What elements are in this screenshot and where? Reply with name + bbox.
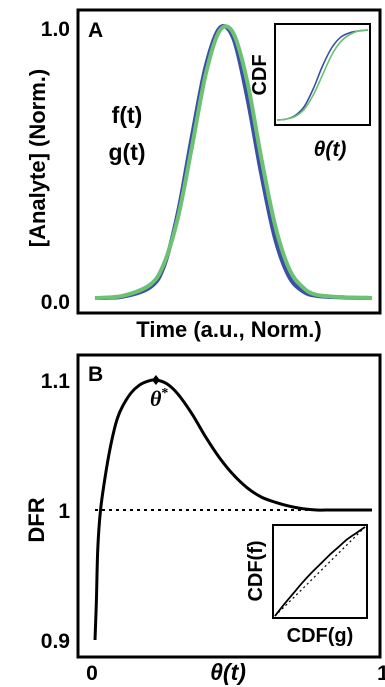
panel-b-xtick: 1 [377, 662, 385, 685]
panel-b-series-layer: θ* [93, 375, 372, 641]
panel-b-ytick: 0.9 [41, 630, 70, 653]
legend-g: g(t) [108, 139, 145, 165]
panel-a-inset-xlabel: θ(t) [314, 138, 347, 161]
panel-a-letter: A [88, 19, 103, 42]
inset-cdf-line-g [276, 29, 369, 121]
panel-b-inset-frame [272, 524, 368, 619]
panel-b-inset-series-layer [274, 526, 366, 617]
panel-a-series-layer [94, 24, 373, 300]
peak-label: θ* [150, 386, 168, 411]
panel-b-inset-ylabel: CDF(f) [245, 540, 267, 601]
panel-b-inset: CDF(f) CDF(g) [245, 524, 368, 647]
panel-a: A 1.0 0.0 [Analyte] (Norm.) Time (a.u., … [25, 8, 382, 342]
panel-b-ylabel: DFR [24, 497, 49, 542]
panel-b: θ* B 0.9 1 1.1 0 1 DFR θ(t) CDF(f) CDF(g) [24, 353, 385, 685]
panel-a-ylabel: [Analyte] (Norm.) [25, 69, 50, 247]
panel-b-inset-xlabel: CDF(g) [287, 625, 354, 647]
panel-a-frame [76, 8, 382, 315]
peak-marker [151, 375, 160, 385]
inset-identity-line [274, 526, 366, 617]
panel-b-xlabel: θ(t) [210, 659, 246, 685]
panel-b-ytick: 1.1 [41, 370, 71, 393]
panel-a-inset-series-layer [276, 29, 369, 121]
panel-a-inset-ylabel: CDF [249, 54, 271, 95]
series-line-g [94, 24, 373, 300]
panel-a-ytick-top: 1.0 [41, 18, 70, 41]
legend-f: f(t) [112, 102, 143, 128]
panel-a-inset-frame [274, 23, 371, 126]
panel-b-xtick: 0 [86, 662, 98, 685]
series-line-dfr [93, 378, 372, 641]
panel-b-ytick: 1 [58, 500, 70, 523]
panel-b-frame [76, 353, 382, 659]
panel-b-ticks: 0.9 1 1.1 0 1 [41, 370, 385, 685]
inset-cdf-curve [274, 526, 366, 617]
panel-a-ytick-bottom: 0.0 [41, 291, 70, 314]
panel-a-inset: CDF θ(t) [249, 23, 371, 161]
peak-label-sup: * [161, 386, 168, 401]
panel-a-xlabel: Time (a.u., Norm.) [136, 317, 321, 342]
panel-b-letter: B [88, 363, 103, 386]
